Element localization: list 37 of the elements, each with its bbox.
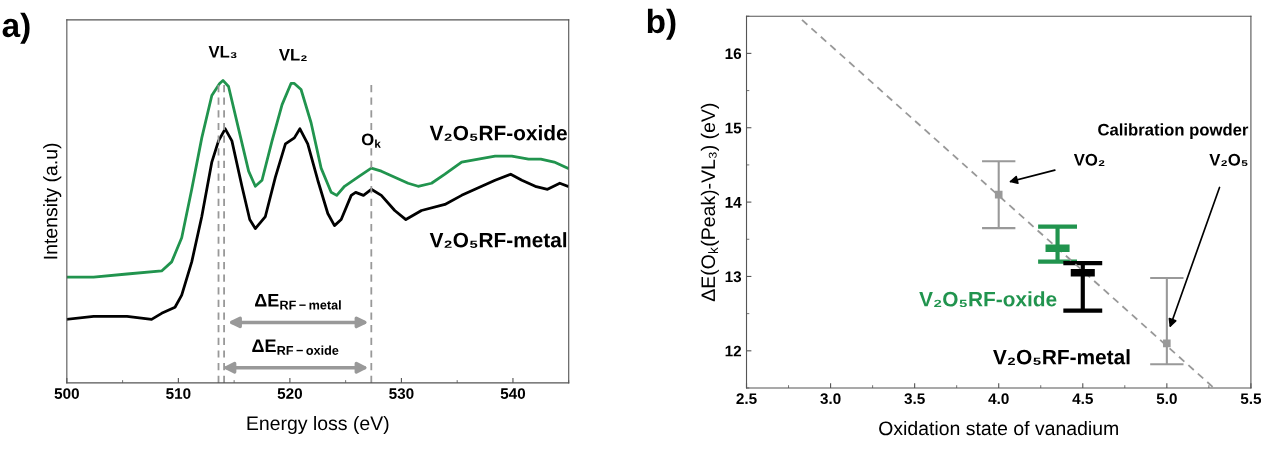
x-tick-label: 540 (500, 388, 526, 399)
x-tick-label: 3.0 (820, 393, 841, 405)
x-tick-label: 4.0 (988, 393, 1009, 405)
annotation: O$_{k}$ (361, 133, 381, 148)
point (1163, 339, 1171, 348)
text: V₂O₅RF-metal (993, 349, 1130, 365)
annotation: ΔE$_{RF−metal}$ (255, 294, 341, 310)
y-tick-label: 12 (725, 345, 742, 357)
y-axis-title: ΔE(O$_{k}$(Peak)-VL₃) (eV) (700, 103, 719, 302)
annotation: ΔE$_{RF−oxide}$ (252, 339, 339, 355)
x-tick-label: 530 (389, 388, 414, 400)
x-tick-label: 2.5 (736, 393, 757, 405)
annotation: V₂O₅ (1209, 153, 1248, 167)
x-axis-title: Energy loss (eV) (247, 415, 389, 435)
series-label: V₂O₅RF-metal (429, 232, 567, 248)
annotation: VL₃ (208, 46, 237, 59)
x-tick-label: 4.5 (1072, 393, 1093, 405)
series-label: V₂O₅RF-oxide (429, 125, 567, 141)
chart-title: a) (2, 12, 30, 44)
x-tick-label: 510 (166, 388, 191, 399)
x-tick-label: 5.0 (1156, 393, 1177, 405)
x-tick-label: 3.5 (904, 393, 925, 405)
x-tick-label: 5.5 (1240, 393, 1261, 405)
annotation: Calibration powder (1098, 123, 1249, 139)
series-label: V₂O₅RF-oxide (919, 291, 1057, 308)
x-tick-label: 500 (54, 388, 79, 399)
annotation: VL₂ (279, 49, 307, 62)
chart-title: b) (647, 8, 676, 40)
point (994, 190, 1003, 199)
y-tick-label: 16 (725, 48, 742, 60)
x-axis-title: Oxidation state of vanadium (879, 420, 1118, 436)
x-tick-label: 520 (277, 388, 303, 399)
y-tick-label: 13 (725, 271, 742, 283)
annotation: VO₂ (1073, 153, 1105, 167)
y-tick-label: 14 (725, 197, 742, 208)
y-axis-title: Intensity (a.u) (43, 143, 62, 259)
y-tick-label: 15 (725, 122, 742, 134)
